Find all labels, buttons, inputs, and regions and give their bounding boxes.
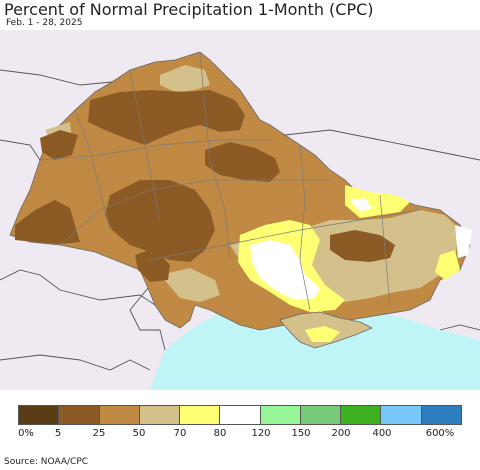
region-dry-west bbox=[40, 130, 78, 160]
region-yellow-far-east bbox=[435, 250, 460, 280]
region-dry-north bbox=[88, 90, 245, 145]
legend-label-4: 70 bbox=[173, 428, 187, 439]
region-tan-south bbox=[160, 268, 220, 302]
legend-label-8: 200 bbox=[331, 428, 351, 439]
legend-swatch-3 bbox=[139, 406, 181, 424]
precipitation-map bbox=[0, 30, 480, 390]
legend-label-7: 150 bbox=[291, 428, 311, 439]
date-range: Feb. 1 - 28, 2025 bbox=[6, 18, 83, 28]
legend-swatch-6 bbox=[260, 406, 301, 424]
region-dry-southwest bbox=[15, 200, 80, 244]
legend-label-0: 0% bbox=[18, 428, 34, 439]
legend-swatch-5 bbox=[220, 406, 261, 424]
legend-swatch-9 bbox=[381, 406, 422, 424]
legend-swatch-0 bbox=[19, 406, 60, 424]
region-white-east bbox=[350, 198, 372, 212]
legend-label-9: 400 bbox=[372, 428, 392, 439]
map-title: Percent of Normal Precipitation 1-Month … bbox=[4, 0, 374, 19]
legend-color-bar bbox=[18, 405, 462, 425]
legend-label-5: 80 bbox=[213, 428, 227, 439]
legend-swatch-4 bbox=[180, 406, 221, 424]
legend-label-3: 50 bbox=[132, 428, 146, 439]
region-dry-center bbox=[105, 180, 215, 262]
region-dry-south bbox=[135, 248, 170, 282]
region-dry-far-east bbox=[330, 230, 395, 262]
region-tan-north bbox=[160, 65, 210, 92]
oblast-borders bbox=[39, 51, 421, 311]
legend-swatch-7 bbox=[300, 406, 342, 424]
legend-label-1: 5 bbox=[54, 428, 62, 439]
legend-swatch-1 bbox=[59, 406, 100, 424]
region-yellow-crimea-south bbox=[305, 326, 340, 342]
region-white-south bbox=[250, 240, 320, 300]
region-white-far-east bbox=[455, 225, 472, 258]
region-dry-northeast bbox=[205, 142, 280, 182]
legend-label-6: 120 bbox=[251, 428, 271, 439]
source-credit: Source: NOAA/CPC bbox=[4, 457, 89, 467]
legend-label-10: 600% bbox=[425, 428, 455, 439]
legend-swatch-10 bbox=[421, 406, 461, 424]
country-borders bbox=[0, 69, 480, 371]
legend-swatch-8 bbox=[341, 406, 382, 424]
legend-label-2: 25 bbox=[92, 428, 106, 439]
legend-swatch-2 bbox=[99, 406, 140, 424]
